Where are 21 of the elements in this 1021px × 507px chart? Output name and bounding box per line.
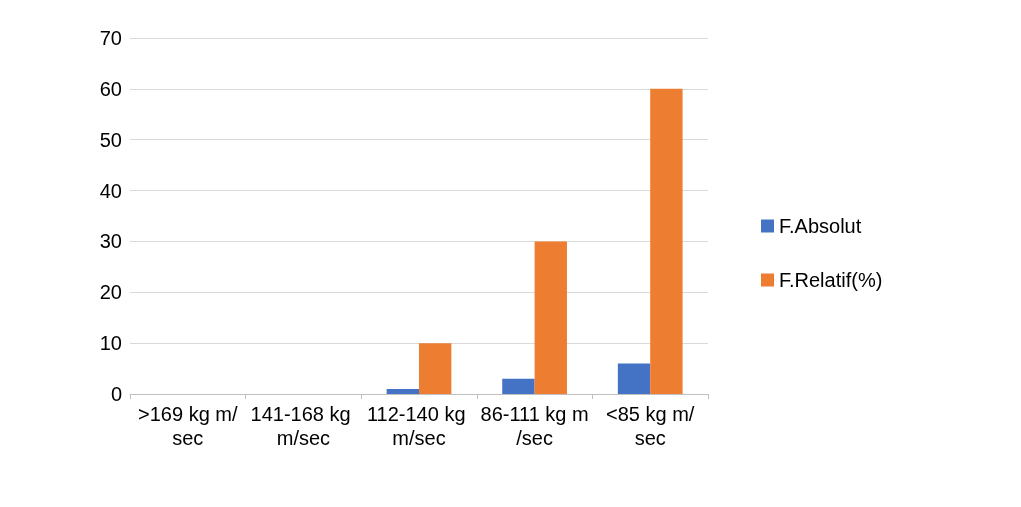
y-tick-label: 20: [99, 281, 122, 304]
bar: [650, 88, 683, 394]
bar: [534, 241, 567, 394]
bar: [419, 343, 452, 394]
x-tick-label: <85 kg m/sec: [606, 403, 695, 449]
legend-label: F.Absolut: [779, 215, 862, 237]
y-tick-label: 10: [99, 332, 122, 355]
y-tick-label: 40: [99, 179, 122, 202]
x-tick-label: 112-140 kg m/sec: [366, 403, 472, 449]
y-tick-label: 60: [99, 77, 122, 100]
legend-label: F.Relatif(%): [779, 269, 883, 291]
y-tick-label: 70: [99, 27, 122, 49]
x-tick-label: 141-168 kg m/sec: [250, 403, 357, 449]
bar: [617, 363, 651, 394]
y-tick-label: 30: [99, 230, 122, 253]
y-tick-label: 50: [99, 128, 122, 151]
x-tick-label: >169 kg m/sec: [138, 403, 238, 449]
bar: [502, 378, 535, 394]
x-tick-label: 86-111 kg m/sec: [480, 403, 589, 449]
y-tick-label: 0: [110, 383, 122, 405]
bar: [386, 388, 419, 394]
